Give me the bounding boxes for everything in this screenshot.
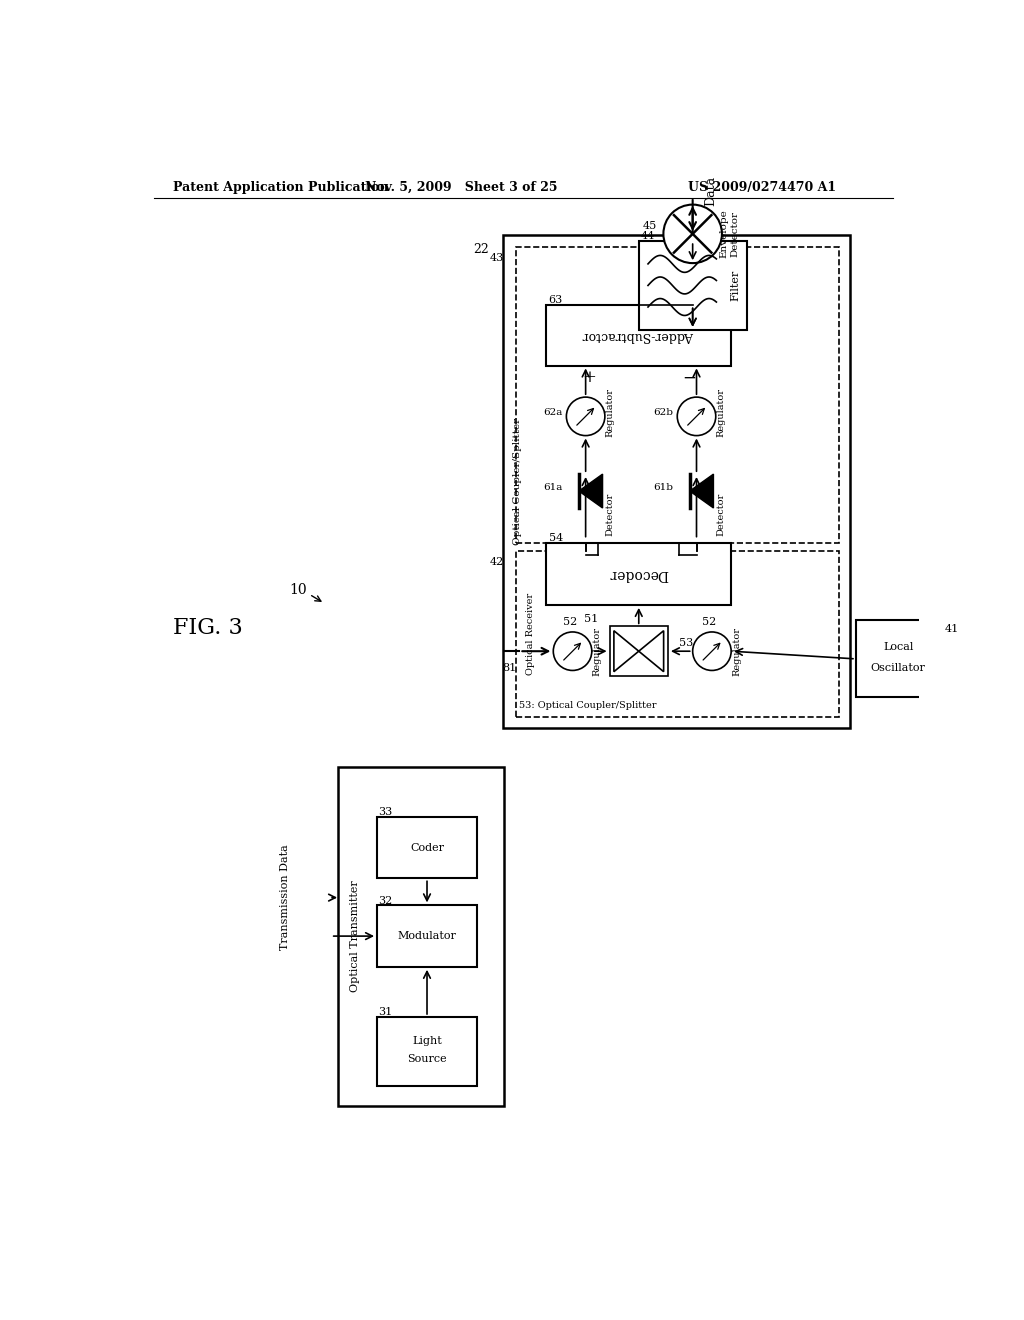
Text: Regulator: Regulator (606, 388, 614, 437)
Text: 52: 52 (563, 616, 578, 627)
Text: 10: 10 (290, 582, 307, 597)
Text: 62a: 62a (543, 408, 562, 417)
Text: 32: 32 (379, 896, 393, 906)
Text: Optical Coupler/Splitter: Optical Coupler/Splitter (513, 418, 521, 545)
Text: Regulator: Regulator (593, 627, 602, 676)
Text: Detector: Detector (717, 492, 726, 536)
Bar (339, 767, 504, 1106)
Text: 41: 41 (944, 624, 958, 634)
Text: 53: 53 (679, 639, 693, 648)
Polygon shape (639, 631, 664, 672)
Text: +: + (582, 370, 596, 387)
Text: Patent Application Publication: Patent Application Publication (173, 181, 388, 194)
Text: 61b: 61b (653, 483, 674, 491)
Text: Transmission Data: Transmission Data (280, 845, 290, 950)
Bar (377, 906, 477, 966)
Circle shape (566, 397, 605, 436)
Text: 51: 51 (585, 614, 599, 624)
Text: 42: 42 (489, 557, 504, 568)
Text: 53: Optical Coupler/Splitter: 53: Optical Coupler/Splitter (519, 701, 657, 710)
Circle shape (664, 205, 722, 263)
Bar (377, 817, 477, 878)
Text: US 2009/0274470 A1: US 2009/0274470 A1 (688, 181, 836, 194)
Text: Filter: Filter (730, 269, 740, 301)
Text: 22: 22 (474, 243, 489, 256)
Bar (547, 544, 731, 605)
Text: Data: Data (705, 176, 717, 206)
Text: Modulator: Modulator (397, 931, 457, 941)
Bar (856, 620, 941, 697)
Bar (503, 235, 850, 729)
Circle shape (677, 397, 716, 436)
Polygon shape (690, 474, 714, 508)
Bar (377, 1016, 477, 1086)
Bar (639, 242, 746, 330)
Circle shape (553, 632, 592, 671)
Text: Envelope
Detector: Envelope Detector (720, 210, 739, 259)
Text: 44: 44 (641, 231, 655, 240)
Polygon shape (579, 474, 602, 508)
Text: Adder-Subtractor: Adder-Subtractor (583, 329, 694, 342)
Circle shape (692, 632, 731, 671)
Text: Optical Transmitter: Optical Transmitter (350, 880, 360, 991)
Bar (515, 247, 839, 544)
Polygon shape (614, 631, 639, 672)
Text: 62b: 62b (653, 408, 674, 417)
Text: Optical Receiver: Optical Receiver (526, 593, 536, 675)
Text: Decoder: Decoder (609, 568, 669, 581)
Text: FIG. 3: FIG. 3 (173, 618, 243, 639)
Text: 54: 54 (549, 533, 563, 543)
Text: Coder: Coder (410, 842, 444, 853)
Text: Regulator: Regulator (732, 627, 741, 676)
Text: 81: 81 (503, 663, 517, 673)
Text: 33: 33 (379, 807, 393, 817)
Bar (515, 552, 839, 717)
Text: −: − (682, 370, 695, 387)
Text: 61a: 61a (543, 483, 562, 491)
Text: Local: Local (883, 643, 913, 652)
Text: Light: Light (412, 1036, 442, 1045)
Text: 31: 31 (379, 1007, 393, 1018)
Text: 52: 52 (702, 616, 717, 627)
Text: Oscillator: Oscillator (870, 663, 926, 673)
Text: 43: 43 (489, 253, 504, 263)
Text: 45: 45 (643, 222, 657, 231)
Text: Regulator: Regulator (717, 388, 726, 437)
Text: Detector: Detector (606, 492, 614, 536)
Text: Source: Source (408, 1055, 446, 1064)
Bar (547, 305, 731, 366)
Text: 63: 63 (549, 296, 563, 305)
Text: Nov. 5, 2009   Sheet 3 of 25: Nov. 5, 2009 Sheet 3 of 25 (366, 181, 558, 194)
Bar (609, 626, 668, 676)
